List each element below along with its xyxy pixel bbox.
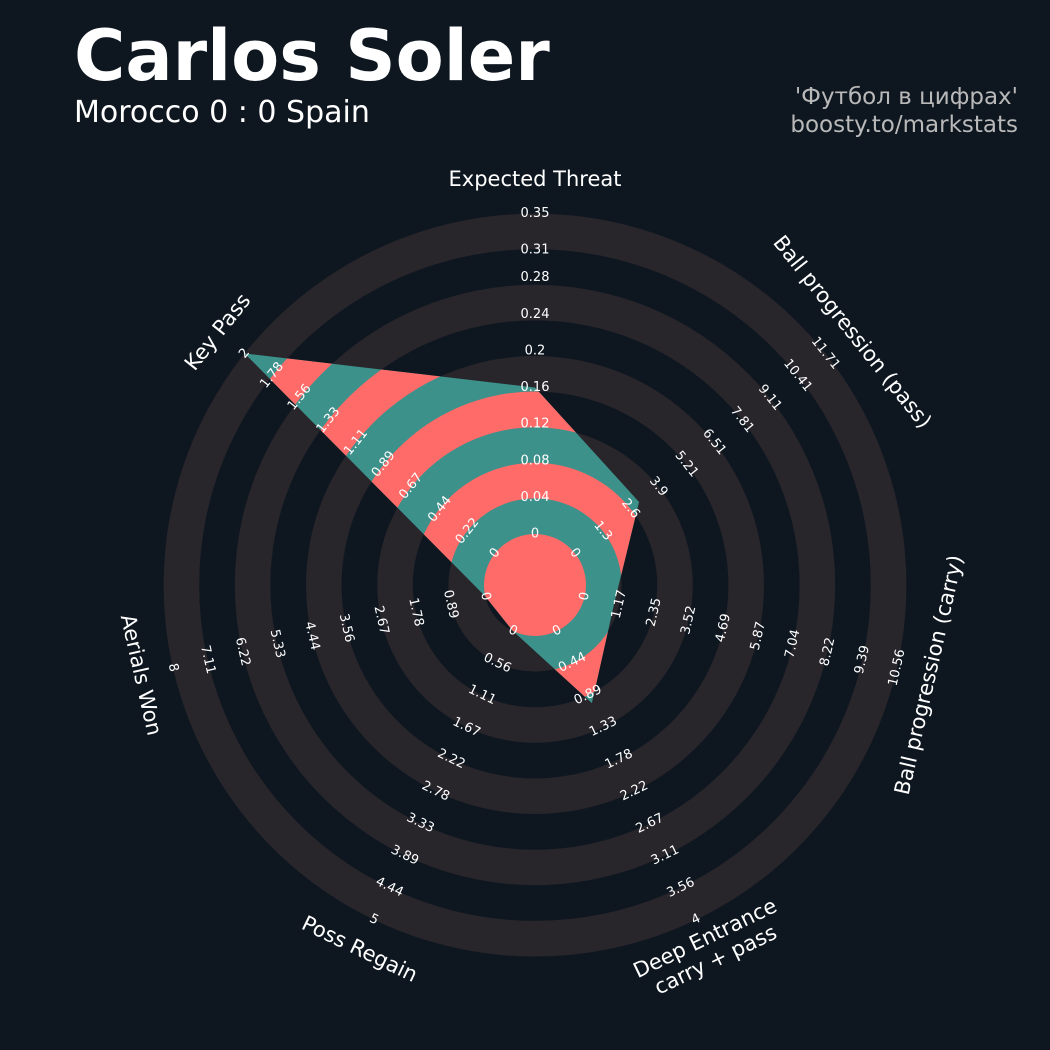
tick-label: 9.39 [852, 644, 873, 676]
tick-label: 6.22 [232, 636, 253, 668]
tick-label: 2.67 [370, 604, 391, 636]
tick-label: 0.31 [521, 243, 550, 258]
credit: boosty.to/markstats [790, 112, 1018, 138]
tick-label: 2.35 [644, 596, 665, 628]
tick-label: 7.11 [197, 644, 218, 676]
ring-band [163, 213, 907, 957]
chart-title: Carlos Soler [74, 15, 550, 97]
tick-label: 3.56 [336, 612, 357, 644]
tick-label: 0.28 [521, 270, 550, 285]
tick-label: 4.69 [713, 612, 734, 644]
tick-label: 1.78 [405, 596, 426, 628]
tick-label: 0.16 [521, 380, 550, 395]
tick-label: 0.24 [521, 307, 550, 322]
tick-label: 0.2 [525, 343, 546, 358]
tick-label: 1.17 [609, 588, 630, 620]
tick-label: 8 [165, 662, 181, 673]
tick-label: 0.35 [521, 206, 550, 221]
tick-label: 0.04 [521, 490, 550, 505]
tick-label: 0 [477, 591, 493, 602]
tick-label: 4.44 [301, 620, 322, 652]
chart-subtitle: Morocco 0 : 0 Spain [74, 95, 370, 130]
param-label: Expected Threat [449, 167, 622, 191]
tick-label: 0.89 [440, 588, 461, 620]
tick-label: 0 [531, 527, 539, 542]
tick-label: 5.87 [748, 620, 769, 652]
tick-label: 3.52 [678, 604, 699, 636]
tick-label: 0.08 [521, 453, 550, 468]
tick-label: 7.04 [782, 628, 803, 660]
tick-label: 8.22 [817, 636, 838, 668]
tick-label: 5.33 [267, 628, 288, 660]
tick-label: 0 [576, 591, 592, 602]
tick-label: 0.12 [521, 417, 550, 432]
credit: 'Футбол в цифрах' [795, 84, 1018, 110]
